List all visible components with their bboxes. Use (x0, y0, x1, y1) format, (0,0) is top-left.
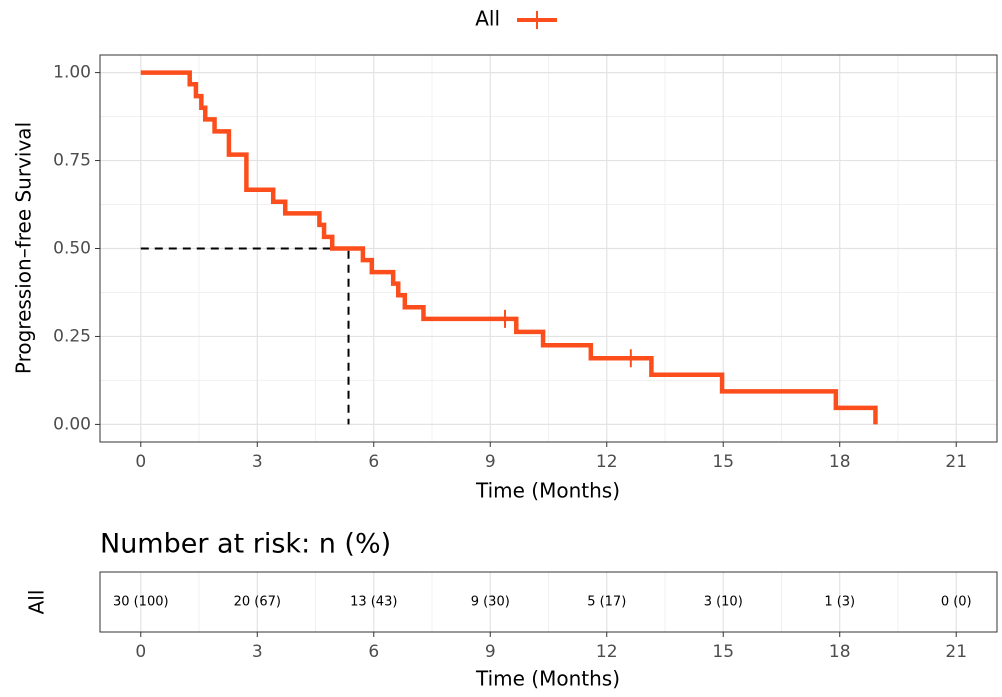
survival-curve (140, 70, 878, 425)
risk-count: 1 (3) (824, 595, 855, 610)
risk-count: 20 (67) (234, 595, 281, 610)
risk-x-tick-label: 12 (596, 642, 618, 662)
risk-count: 0 (0) (941, 595, 972, 610)
risk-count: 13 (43) (350, 595, 397, 610)
y-tick-label: 0.25 (53, 326, 91, 346)
x-tick-label: 18 (829, 452, 851, 472)
risk-table-title: Number at risk: n (%) (100, 529, 391, 560)
y-tick-label: 0.75 (53, 151, 91, 171)
x-tick-label: 9 (485, 452, 496, 472)
x-tick-label: 0 (135, 452, 146, 472)
risk-x-tick-label: 9 (485, 642, 496, 662)
median-line (140, 247, 350, 425)
risk-row-label: All (25, 590, 49, 615)
x-axis-title: Time (Months) (475, 479, 620, 503)
risk-x-tick-label: 15 (712, 642, 734, 662)
x-tick-label: 3 (252, 452, 263, 472)
plot-panel (99, 54, 998, 443)
risk-count: 5 (17) (587, 595, 626, 610)
risk-x-tick-label: 21 (945, 642, 967, 662)
y-tick-label: 0.50 (53, 239, 91, 259)
y-tick-label: 0.00 (53, 414, 91, 434)
x-tick-label: 15 (712, 452, 734, 472)
risk-count: 30 (100) (113, 595, 169, 610)
risk-count: 3 (10) (704, 595, 743, 610)
y-tick-label: 1.00 (53, 63, 91, 83)
y-axis-title: Progression–free Survival (12, 122, 36, 374)
x-tick-label: 12 (596, 452, 618, 472)
x-tick-label: 6 (368, 452, 379, 472)
risk-x-tick-label: 6 (368, 642, 379, 662)
x-tick-label: 21 (945, 452, 967, 472)
risk-count: 9 (30) (471, 595, 510, 610)
risk-x-tick-label: 18 (829, 642, 851, 662)
risk-table-panel (99, 571, 998, 633)
legend-label: All (475, 7, 500, 31)
risk-x-tick-label: 0 (135, 642, 146, 662)
risk-x-tick-label: 3 (252, 642, 263, 662)
risk-x-axis-title: Time (Months) (475, 667, 620, 691)
